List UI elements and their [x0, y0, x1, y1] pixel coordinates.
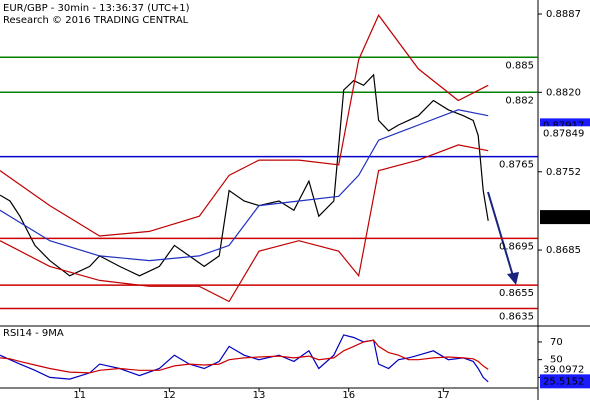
price-tag	[540, 210, 590, 225]
price-tag-label: 0.87849	[543, 128, 584, 139]
chart-title: EUR/GBP - 30min - 13:36:37 (UTC+1)	[3, 3, 190, 14]
level-label: 0.8695	[499, 241, 534, 252]
x-tick-label: 11	[73, 390, 86, 400]
y-tick-label: 0.8887	[546, 9, 581, 20]
chart-subtitle: Research © 2016 TRADING CENTRAL	[3, 15, 189, 26]
series-line	[0, 339, 489, 374]
x-tick-label: 12	[163, 390, 176, 400]
level-label: 0.885	[505, 60, 534, 71]
forecast-arrow	[487, 191, 519, 285]
level-label: 0.8635	[499, 311, 534, 322]
level-label: 0.8655	[499, 288, 534, 299]
series-line	[0, 73, 489, 277]
series-line	[0, 144, 489, 303]
y-tick-label: 0.8820	[546, 87, 581, 98]
y-tick-label: 0.8685	[546, 245, 581, 256]
rsi-tick-label: 50	[550, 355, 563, 366]
x-tick-label: 16	[342, 390, 355, 400]
x-tick-label: 13	[253, 390, 266, 400]
level-label: 0.8765	[499, 160, 534, 171]
price-tag-label: 0.87917	[543, 120, 584, 131]
rsi-label: RSI14 - 9MA	[3, 328, 64, 339]
level-label: 0.882	[505, 95, 534, 106]
price-tag	[540, 362, 590, 377]
price-tag-label: 25.5152	[543, 376, 584, 387]
y-tick-label: 0.8752	[546, 167, 581, 178]
series-line	[0, 14, 489, 237]
price-tag-label: 39.0972	[543, 364, 584, 375]
series-line	[0, 109, 489, 262]
price-tag	[540, 374, 590, 389]
series-line	[0, 334, 489, 383]
rsi-tick-label: 70	[550, 337, 563, 348]
x-tick-label: 17	[437, 390, 450, 400]
price-tag	[540, 126, 590, 141]
price-tag-label: 0.87132	[543, 212, 584, 223]
